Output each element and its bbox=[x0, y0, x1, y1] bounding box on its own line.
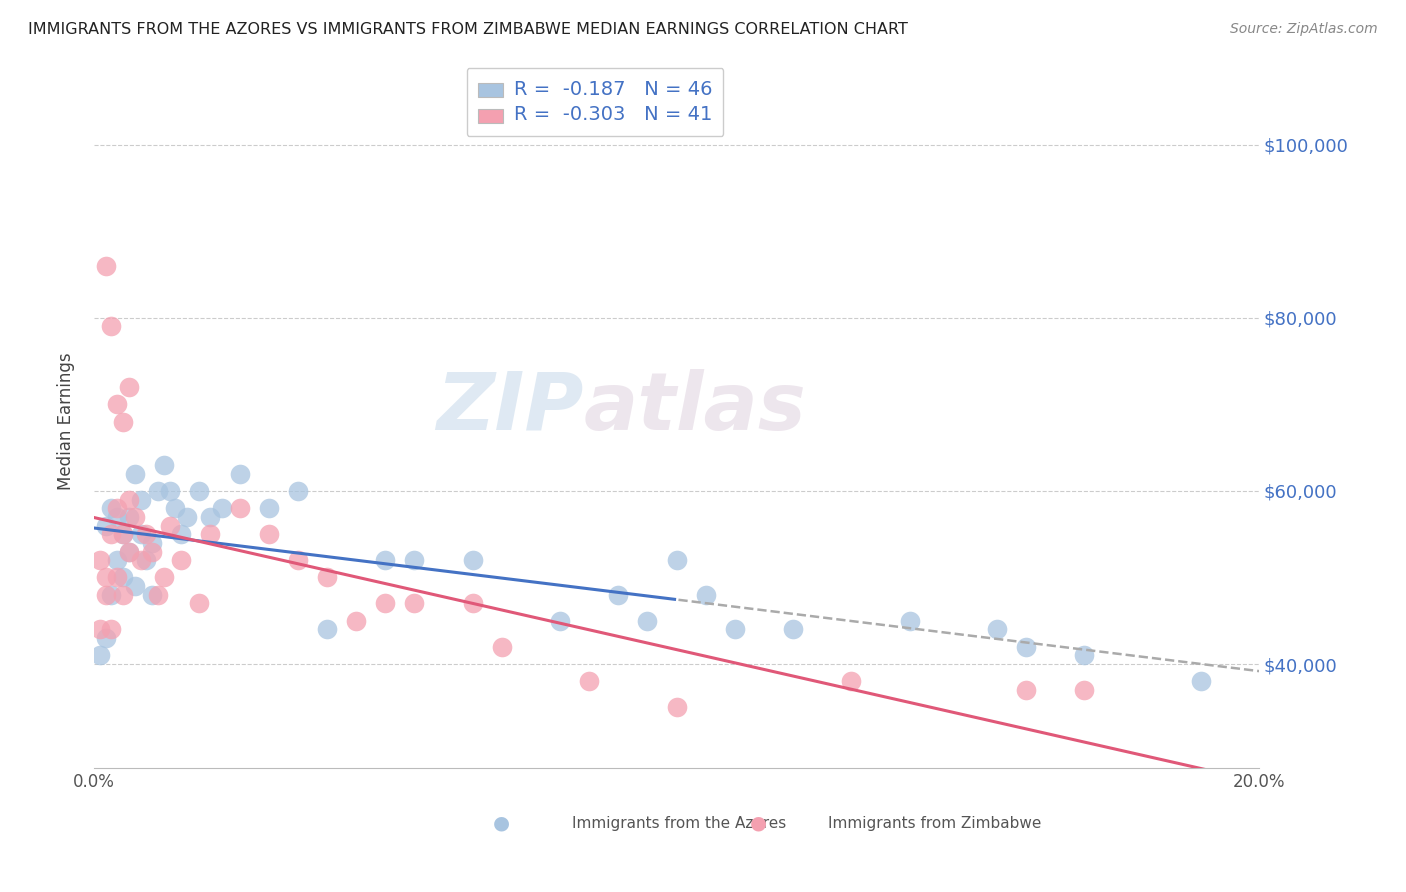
Text: Source: ZipAtlas.com: Source: ZipAtlas.com bbox=[1230, 22, 1378, 37]
Point bbox=[118, 544, 141, 558]
Point bbox=[165, 501, 187, 516]
Y-axis label: Median Earnings: Median Earnings bbox=[58, 353, 75, 491]
Point bbox=[94, 631, 117, 645]
Point bbox=[105, 397, 128, 411]
Point bbox=[1015, 683, 1038, 698]
Point bbox=[695, 588, 717, 602]
Point bbox=[135, 553, 157, 567]
Point bbox=[89, 648, 111, 663]
Point bbox=[176, 509, 198, 524]
Point bbox=[228, 467, 250, 481]
Point bbox=[257, 527, 280, 541]
Point bbox=[112, 588, 135, 602]
Text: ●: ● bbox=[494, 814, 510, 833]
Point bbox=[94, 588, 117, 602]
Point bbox=[89, 623, 111, 637]
Point bbox=[724, 623, 747, 637]
Point bbox=[94, 518, 117, 533]
Point bbox=[100, 623, 122, 637]
Legend: R =  -0.187   N = 46, R =  -0.303   N = 41: R = -0.187 N = 46, R = -0.303 N = 41 bbox=[467, 69, 723, 136]
Point bbox=[94, 259, 117, 273]
Point bbox=[374, 553, 396, 567]
Point bbox=[129, 492, 152, 507]
Point bbox=[129, 527, 152, 541]
Point bbox=[548, 614, 571, 628]
Text: Immigrants from Zimbabwe: Immigrants from Zimbabwe bbox=[828, 816, 1042, 830]
Point bbox=[578, 674, 600, 689]
Point bbox=[665, 700, 688, 714]
Point bbox=[200, 527, 222, 541]
Point bbox=[1073, 683, 1095, 698]
Point bbox=[124, 467, 146, 481]
Point bbox=[112, 570, 135, 584]
Point bbox=[1015, 640, 1038, 654]
Point bbox=[153, 570, 176, 584]
Point bbox=[146, 483, 169, 498]
Point bbox=[170, 553, 193, 567]
Text: atlas: atlas bbox=[583, 368, 806, 447]
Point bbox=[287, 483, 309, 498]
Point bbox=[105, 509, 128, 524]
Point bbox=[100, 501, 122, 516]
Point bbox=[257, 501, 280, 516]
Text: ●: ● bbox=[749, 814, 766, 833]
Point bbox=[461, 553, 484, 567]
Point bbox=[112, 527, 135, 541]
Point bbox=[461, 597, 484, 611]
Text: ZIP: ZIP bbox=[436, 368, 583, 447]
Point bbox=[316, 570, 339, 584]
Point bbox=[118, 544, 141, 558]
Point bbox=[89, 553, 111, 567]
Point bbox=[491, 640, 513, 654]
Point bbox=[170, 527, 193, 541]
Point bbox=[159, 518, 181, 533]
Point bbox=[986, 623, 1008, 637]
Text: Immigrants from the Azores: Immigrants from the Azores bbox=[572, 816, 786, 830]
Point bbox=[374, 597, 396, 611]
Point bbox=[344, 614, 367, 628]
Point bbox=[839, 674, 862, 689]
Point bbox=[105, 501, 128, 516]
Point bbox=[112, 415, 135, 429]
Point bbox=[211, 501, 233, 516]
Point bbox=[100, 588, 122, 602]
Point bbox=[898, 614, 921, 628]
Point bbox=[187, 483, 209, 498]
Point bbox=[118, 380, 141, 394]
Point bbox=[782, 623, 804, 637]
Point bbox=[141, 536, 163, 550]
Point bbox=[135, 527, 157, 541]
Point bbox=[118, 509, 141, 524]
Point bbox=[94, 570, 117, 584]
Point bbox=[105, 570, 128, 584]
Point bbox=[404, 553, 426, 567]
Point bbox=[112, 527, 135, 541]
Point bbox=[153, 458, 176, 472]
Point bbox=[100, 527, 122, 541]
Point bbox=[665, 553, 688, 567]
Point bbox=[159, 483, 181, 498]
Text: IMMIGRANTS FROM THE AZORES VS IMMIGRANTS FROM ZIMBABWE MEDIAN EARNINGS CORRELATI: IMMIGRANTS FROM THE AZORES VS IMMIGRANTS… bbox=[28, 22, 908, 37]
Point bbox=[187, 597, 209, 611]
Point bbox=[105, 553, 128, 567]
Point bbox=[141, 544, 163, 558]
Point bbox=[118, 492, 141, 507]
Point bbox=[129, 553, 152, 567]
Point bbox=[287, 553, 309, 567]
Point bbox=[1073, 648, 1095, 663]
Point bbox=[404, 597, 426, 611]
Point bbox=[228, 501, 250, 516]
Point bbox=[1189, 674, 1212, 689]
Point bbox=[636, 614, 658, 628]
Point bbox=[124, 579, 146, 593]
Point bbox=[141, 588, 163, 602]
Point bbox=[146, 588, 169, 602]
Point bbox=[200, 509, 222, 524]
Point bbox=[316, 623, 339, 637]
Point bbox=[607, 588, 630, 602]
Point bbox=[100, 319, 122, 334]
Point bbox=[124, 509, 146, 524]
